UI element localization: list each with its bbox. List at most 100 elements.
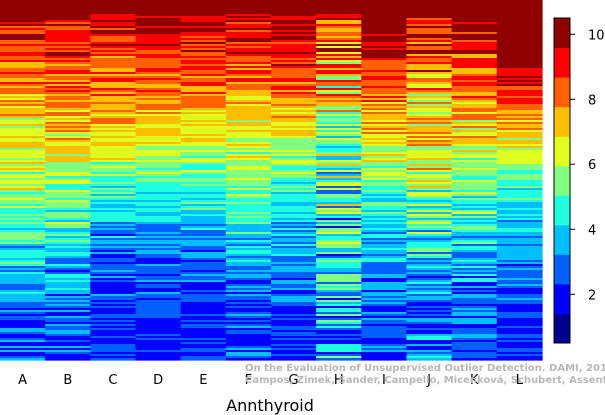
heatmap-cell	[316, 254, 362, 257]
heatmap-cell	[180, 248, 227, 251]
heatmap-cell	[271, 42, 317, 45]
heatmap-cell	[135, 32, 182, 35]
heatmap-cell	[225, 148, 272, 151]
heatmap-cell	[45, 286, 91, 289]
heatmap-cell	[225, 26, 272, 29]
heatmap-cell	[0, 16, 46, 19]
heatmap-cell	[180, 50, 227, 53]
heatmap-cell	[451, 172, 498, 175]
heatmap-cell	[90, 128, 137, 131]
heatmap-cell	[361, 12, 408, 15]
heatmap-cell	[90, 96, 137, 99]
heatmap-cell	[271, 278, 317, 281]
heatmap-cell	[406, 110, 453, 113]
heatmap-cell	[316, 312, 362, 315]
heatmap-cell	[0, 324, 46, 327]
heatmap-cell	[316, 194, 362, 197]
heatmap-cell	[90, 316, 137, 319]
heatmap-cell	[45, 216, 91, 219]
heatmap-cell	[90, 226, 137, 229]
heatmap-cell	[90, 288, 137, 291]
heatmap-cell	[0, 198, 46, 201]
heatmap-cell	[496, 212, 543, 215]
heatmap-cell	[316, 142, 362, 145]
heatmap-cell	[90, 270, 137, 273]
heatmap-cell	[361, 332, 408, 335]
heatmap-cell	[451, 352, 498, 355]
heatmap-cell	[135, 120, 182, 123]
heatmap-cell	[90, 60, 137, 63]
heatmap-cell	[135, 50, 182, 53]
heatmap-cell	[361, 142, 408, 145]
heatmap-cell	[45, 82, 91, 85]
heatmap-cell	[361, 246, 408, 249]
heatmap-cell	[271, 24, 317, 27]
heatmap-cell	[90, 188, 137, 191]
heatmap-cell	[406, 144, 453, 147]
heatmap-cell	[135, 16, 182, 19]
heatmap-cell	[271, 354, 317, 357]
heatmap-cell	[496, 208, 543, 211]
heatmap-cell	[406, 326, 453, 329]
heatmap-cell	[90, 58, 137, 61]
heatmap-cell	[451, 12, 498, 15]
heatmap-cell	[451, 218, 498, 221]
heatmap-cell	[180, 346, 227, 349]
heatmap-cell	[45, 318, 91, 321]
heatmap-cell	[316, 144, 362, 147]
heatmap-cell	[361, 352, 408, 355]
heatmap-cell	[0, 164, 46, 167]
heatmap-cell	[180, 300, 227, 303]
heatmap-cell	[451, 10, 498, 13]
heatmap-cell	[135, 60, 182, 63]
heatmap-cell	[90, 14, 137, 17]
heatmap-cell	[90, 22, 137, 25]
heatmap-cell	[0, 180, 46, 183]
heatmap-cell	[361, 30, 408, 33]
heatmap-cell	[135, 214, 182, 217]
heatmap-cell	[180, 176, 227, 179]
heatmap-cell	[361, 76, 408, 79]
heatmap-cell	[496, 250, 543, 253]
heatmap-cell	[225, 312, 272, 315]
heatmap-cell	[45, 312, 91, 315]
heatmap-cell	[496, 22, 543, 25]
heatmap-cell	[135, 192, 182, 195]
heatmap-cell	[45, 306, 91, 309]
heatmap-cell	[135, 10, 182, 13]
heatmap-cell	[180, 58, 227, 61]
heatmap-cell	[361, 62, 408, 65]
heatmap-cell	[90, 38, 137, 41]
heatmap-cell	[361, 214, 408, 217]
heatmap-cell	[316, 234, 362, 237]
heatmap-cell	[90, 272, 137, 275]
heatmap-cell	[180, 280, 227, 283]
heatmap-cell	[451, 188, 498, 191]
heatmap-cell	[0, 4, 46, 7]
heatmap-cell	[225, 168, 272, 171]
heatmap-cell	[406, 42, 453, 45]
heatmap-cell	[361, 24, 408, 27]
heatmap-cell	[316, 96, 362, 99]
heatmap-cell	[135, 64, 182, 67]
heatmap-cell	[90, 222, 137, 225]
heatmap-cell	[316, 236, 362, 239]
heatmap-cell	[451, 84, 498, 87]
heatmap-cell	[135, 346, 182, 349]
heatmap-cell	[406, 336, 453, 339]
heatmap-cell	[406, 166, 453, 169]
heatmap-cell	[406, 232, 453, 235]
heatmap-cell	[496, 2, 543, 5]
heatmap-cell	[0, 358, 46, 361]
heatmap-cell	[225, 336, 272, 339]
heatmap-cell	[496, 88, 543, 91]
heatmap-cell	[0, 190, 46, 193]
heatmap-cell	[0, 70, 46, 73]
heatmap-cell	[225, 226, 272, 229]
heatmap-cell	[90, 118, 137, 121]
heatmap-cell	[271, 268, 317, 271]
heatmap-cell	[451, 162, 498, 165]
heatmap-cell	[316, 216, 362, 219]
heatmap-cell	[225, 48, 272, 51]
heatmap-cell	[90, 314, 137, 317]
